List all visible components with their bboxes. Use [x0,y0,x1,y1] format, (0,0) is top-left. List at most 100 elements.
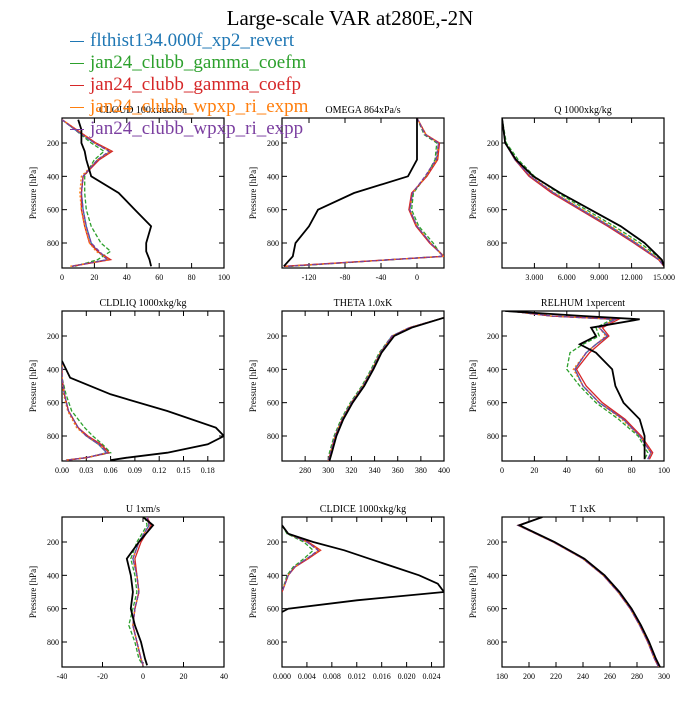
x-tick-label: 180 [496,672,508,681]
x-tick-label: 100 [658,466,670,475]
legend-label: jan24_clubb_wpxp_ri_expp [90,118,304,139]
x-tick-label: 360 [392,466,404,475]
series-line [283,118,444,267]
series-line [510,311,654,460]
x-tick-label: 40 [563,466,571,475]
panel-title: CLOUD 100xfraction [99,105,187,116]
x-tick-label: 240 [577,672,589,681]
figure-title: Large-scale VAR at280E,-2N [226,6,474,30]
panel-title: CLDICE 1000xkg/kg [320,504,406,515]
plot-frame [61,310,225,462]
y-tick-label: 200 [47,139,59,148]
series-line [502,118,664,267]
y-tick-label: 600 [487,206,499,215]
plot-frame [501,117,665,269]
y-tick-label: 200 [267,332,279,341]
legend-item: jan24_clubb_gamma_coefp [70,74,308,96]
panel-title: RELHUM 1xpercent [541,298,625,309]
series-line [510,311,652,460]
y-tick-label: 800 [47,432,59,441]
y-tick-label: 200 [487,139,499,148]
series-line [282,524,444,613]
y-axis-label: Pressure [hPa] [248,360,258,412]
legend-swatch [70,85,84,87]
series-line [128,517,148,666]
series-line [327,317,444,461]
y-tick-label: 200 [487,332,499,341]
x-tick-label: 0.18 [201,466,215,475]
x-tick-label: 100 [218,273,230,282]
legend-swatch [70,107,84,109]
series-line [290,118,444,267]
chart-panel: U 1xm/s Pressure [hPa] 200 400 600 800 -40 -20 0… [28,504,228,681]
plot-frame [281,117,445,269]
y-tick-label: 600 [47,399,59,408]
x-tick-label: 220 [550,672,562,681]
y-tick-label: 400 [267,172,279,181]
x-tick-label: 20 [90,273,98,282]
panel-title: T 1xK [570,504,596,515]
series-line [62,119,112,267]
series-line [125,517,155,666]
y-axis-label: Pressure [hPa] [28,360,38,412]
chart-panel: CLDICE 1000xkg/kg Pressure [hPa] 200 400 600… [248,504,445,681]
legend: flthist134.000f_xp2_revert jan24_clubb_g… [70,30,308,140]
x-tick-label: 340 [369,466,381,475]
series-line [516,517,660,667]
x-tick-label: 60 [595,466,603,475]
series-line [62,360,224,461]
series-line [62,119,111,267]
x-tick-label: 6.000 [558,273,576,282]
y-tick-label: 800 [47,638,59,647]
series-line [77,119,153,267]
x-tick-label: 280 [631,672,643,681]
panel-title: THETA 1.0xK [334,298,393,309]
y-tick-label: 600 [267,206,279,215]
series-line [327,317,444,461]
legend-label: jan24_clubb_gamma_coefm [90,52,307,73]
y-tick-label: 400 [487,172,499,181]
x-tick-label: 0.008 [323,672,341,681]
x-tick-label: 0.000 [273,672,291,681]
x-tick-label: 20 [180,672,188,681]
y-tick-label: 600 [47,605,59,614]
series-line [505,311,646,460]
series-line [502,118,664,267]
series-line [502,118,664,267]
y-tick-label: 600 [267,399,279,408]
y-axis-label: Pressure [hPa] [28,566,38,618]
plot-frame [61,117,225,269]
x-tick-label: 300 [322,466,334,475]
x-tick-label: 0 [141,672,145,681]
series-line [510,311,649,460]
y-tick-label: 800 [487,239,499,248]
legend-label: jan24_clubb_gamma_coefp [90,74,302,95]
x-tick-label: 200 [523,672,535,681]
y-tick-label: 400 [267,571,279,580]
chart-panel: OMEGA 864xPa/s Pressure [hPa] 200 400 600 800… [248,105,445,282]
y-tick-label: 800 [47,239,59,248]
x-tick-label: 3.000 [525,273,543,282]
x-tick-label: 20 [530,466,538,475]
x-tick-label: 0.020 [398,672,416,681]
series-line [282,524,322,593]
x-tick-label: -40 [376,273,387,282]
x-tick-label: 0.15 [177,466,191,475]
series-line [282,524,321,593]
series-line [327,317,444,461]
panel-title: U 1xm/s [126,504,160,515]
y-tick-label: 800 [487,432,499,441]
x-tick-label: 380 [415,466,427,475]
y-tick-label: 600 [487,399,499,408]
x-tick-label: 0.012 [348,672,366,681]
y-tick-label: 800 [267,239,279,248]
series-line [502,118,664,267]
plot-frame [501,310,665,462]
x-tick-label: 9.000 [590,273,608,282]
plot-frame [281,310,445,462]
series-line [328,316,444,461]
series-line [516,517,660,667]
y-tick-label: 800 [267,432,279,441]
y-tick-label: 200 [47,538,59,547]
x-tick-label: 300 [658,672,670,681]
